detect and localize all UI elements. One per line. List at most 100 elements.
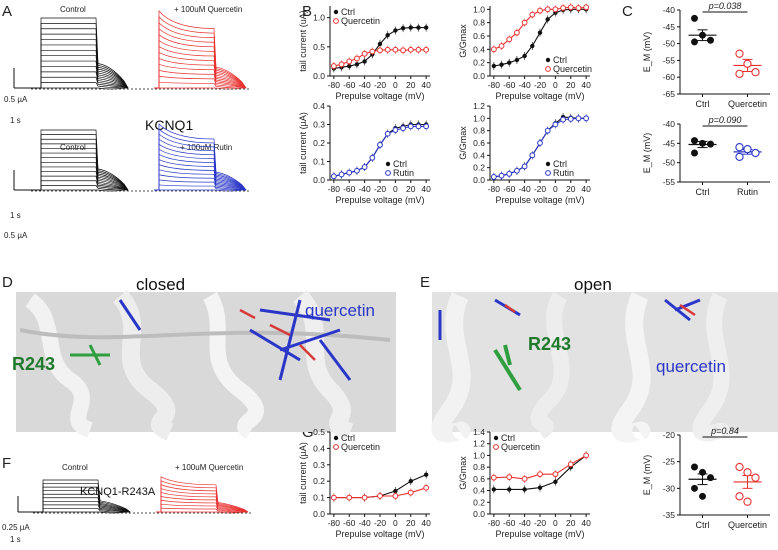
legend-marker — [333, 18, 339, 24]
data-point — [530, 43, 535, 49]
legend-label: Ctrl — [341, 433, 355, 443]
legend-label: Ctrl — [341, 7, 355, 17]
x-tick-label: -40 — [518, 184, 531, 194]
data-point — [361, 494, 368, 501]
x-tick-label: -60 — [343, 80, 356, 90]
data-point — [361, 164, 368, 170]
data-point — [691, 38, 698, 46]
data-point — [347, 63, 352, 69]
y-tick-label: 0.8 — [473, 126, 485, 136]
current-trace — [154, 179, 247, 191]
data-point — [490, 46, 497, 53]
current-trace — [36, 82, 129, 89]
data-point — [514, 57, 520, 63]
y-tick-label: 0.5 — [313, 42, 325, 52]
data-point — [408, 479, 413, 484]
y-tick-label: -40 — [663, 5, 676, 15]
data-point — [735, 69, 744, 78]
trace-group-a-bottom — [13, 123, 251, 192]
data-point — [385, 32, 390, 38]
trace-a-bottom-right-label: + 100uM Rutin — [180, 143, 232, 152]
data-point — [408, 25, 413, 30]
data-point — [707, 474, 714, 482]
y-tick-label: -30 — [663, 483, 676, 493]
data-point — [545, 17, 550, 22]
current-trace — [154, 45, 247, 89]
current-trace — [154, 75, 247, 89]
category-label: Quercetin — [728, 99, 767, 109]
data-point — [384, 46, 391, 53]
y-tick-label: 0.8 — [473, 462, 485, 472]
x-tick-label: -20 — [534, 184, 547, 194]
category-label: Quercetin — [728, 520, 767, 530]
data-point — [330, 63, 337, 69]
structure-e-residue: R243 — [528, 334, 571, 354]
current-trace — [154, 174, 247, 191]
y-tick-label: 0.8 — [473, 18, 485, 28]
data-point — [691, 14, 698, 22]
data-point — [498, 43, 505, 49]
data-point — [751, 68, 760, 77]
y-tick-label: 0.3 — [313, 120, 325, 130]
chart-b-ggmax-rutin: -80 -60 -40 -20 0 20 40 0.0 0.2 0.4 0.6 0.8 1.0 1.2 Pr… — [458, 101, 591, 205]
panel-letter-c: C — [622, 3, 633, 20]
data-point — [377, 47, 383, 54]
data-point — [361, 50, 368, 57]
data-point — [560, 5, 566, 11]
x-tick-label: 20 — [406, 184, 416, 194]
current-trace — [36, 166, 129, 191]
data-point — [491, 63, 497, 69]
category-label: Ctrl — [696, 187, 710, 197]
y-tick-label: 0.1 — [313, 493, 325, 503]
data-point — [707, 36, 714, 44]
category-label: Ctrl — [696, 99, 710, 109]
data-point — [499, 62, 504, 67]
current-trace — [154, 57, 247, 89]
data-point — [393, 28, 398, 33]
panel-letter-d: D — [2, 274, 13, 291]
x-tick-label: 40 — [581, 184, 591, 194]
current-trace — [154, 69, 247, 89]
data-point — [735, 492, 744, 501]
data-point — [369, 48, 376, 55]
data-point — [498, 172, 505, 179]
x-tick-label: -80 — [488, 80, 501, 90]
y-tick-label: -35 — [663, 510, 676, 520]
y-tick-label: 0.6 — [473, 138, 485, 148]
y-tick-label: -25 — [663, 457, 676, 467]
data-point — [369, 154, 376, 161]
y-tick-label: 0.2 — [473, 58, 485, 68]
legend-marker — [333, 444, 339, 450]
data-point — [567, 4, 574, 11]
data-point — [514, 167, 520, 174]
y-tick-label: 1.0 — [313, 13, 325, 23]
x-tick-label: -20 — [374, 518, 387, 528]
trace-f-right-label: + 100uM Quercetin — [175, 463, 243, 472]
y-tick-label: 0.4 — [473, 486, 485, 496]
data-point — [691, 149, 698, 157]
data-point — [400, 25, 406, 31]
y-axis-label: G/Gmax — [458, 126, 468, 160]
current-trace — [154, 10, 247, 89]
current-trace — [36, 157, 129, 191]
x-tick-label: -20 — [374, 80, 387, 90]
trace-f-scale-x: 1 s — [10, 535, 21, 544]
y-tick-label: 1.0 — [473, 113, 485, 123]
current-trace — [154, 158, 247, 191]
x-tick-label: -40 — [358, 80, 371, 90]
category-label: Rutin — [737, 187, 758, 197]
x-tick-label: 20 — [406, 80, 416, 90]
x-tick-label: 40 — [581, 80, 591, 90]
current-trace — [154, 27, 247, 89]
data-point — [392, 493, 399, 499]
panel-letter-a: A — [2, 3, 12, 20]
data-point — [354, 55, 360, 62]
y-tick-label: -45 — [663, 22, 676, 32]
legend-marker — [545, 161, 551, 167]
x-tick-label: 0 — [393, 80, 398, 90]
y-tick-label: 0.3 — [313, 460, 325, 470]
data-point — [699, 468, 706, 476]
data-point — [362, 59, 367, 64]
data-point — [423, 484, 430, 491]
legend-label: Ctrl — [501, 433, 515, 443]
